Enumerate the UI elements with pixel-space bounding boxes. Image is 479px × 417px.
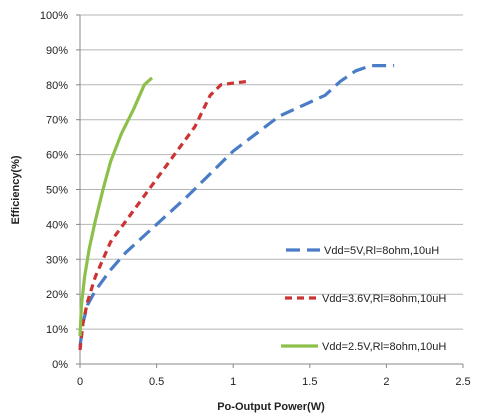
- y-tick-label: 90%: [46, 45, 68, 57]
- y-tick-label: 50%: [46, 185, 68, 197]
- legend: Vdd=5V,Rl=8ohm,10uH Vdd=3.6V,Rl=8ohm,10uH…: [281, 245, 446, 353]
- y-tick-label: 10%: [46, 324, 68, 336]
- y-tick-label: 100%: [40, 10, 68, 22]
- y-tick-label: 0%: [52, 359, 68, 371]
- x-tick-label: 1.5: [302, 376, 317, 388]
- series-lines: [78, 63, 395, 351]
- legend-label: Vdd=5V,Rl=8ohm,10uH: [324, 245, 439, 257]
- series-line-2: [78, 79, 249, 351]
- series-line-3: [78, 76, 154, 337]
- series-line-1: [78, 63, 395, 347]
- y-tick-label: 20%: [46, 289, 68, 301]
- x-tick-label: 2.5: [455, 376, 470, 388]
- y-tick-label: 30%: [46, 254, 68, 266]
- x-tick-label: 0.5: [149, 376, 164, 388]
- y-tick-labels: 0% 10% 20% 30% 40% 50% 60% 70% 80% 90% 100%: [40, 10, 68, 371]
- legend-label: Vdd=3.6V,Rl=8ohm,10uH: [322, 293, 446, 305]
- y-tick-label: 40%: [46, 219, 68, 231]
- x-tick-label: 0: [77, 376, 83, 388]
- gridlines: [76, 14, 464, 368]
- y-tick-label: 80%: [46, 80, 68, 92]
- x-tick-labels: 0 0.5 1 1.5 2 2.5: [77, 376, 471, 388]
- y-axis-title: Efficiency(%): [10, 155, 22, 224]
- y-tick-label: 70%: [46, 115, 68, 127]
- y-tick-label: 60%: [46, 150, 68, 162]
- legend-label: Vdd=2.5V,Rl=8ohm,10uH: [322, 341, 446, 353]
- x-tick-label: 1: [230, 376, 236, 388]
- x-axis-title: Po-Output Power(W): [217, 401, 325, 413]
- x-tick-label: 2: [383, 376, 389, 388]
